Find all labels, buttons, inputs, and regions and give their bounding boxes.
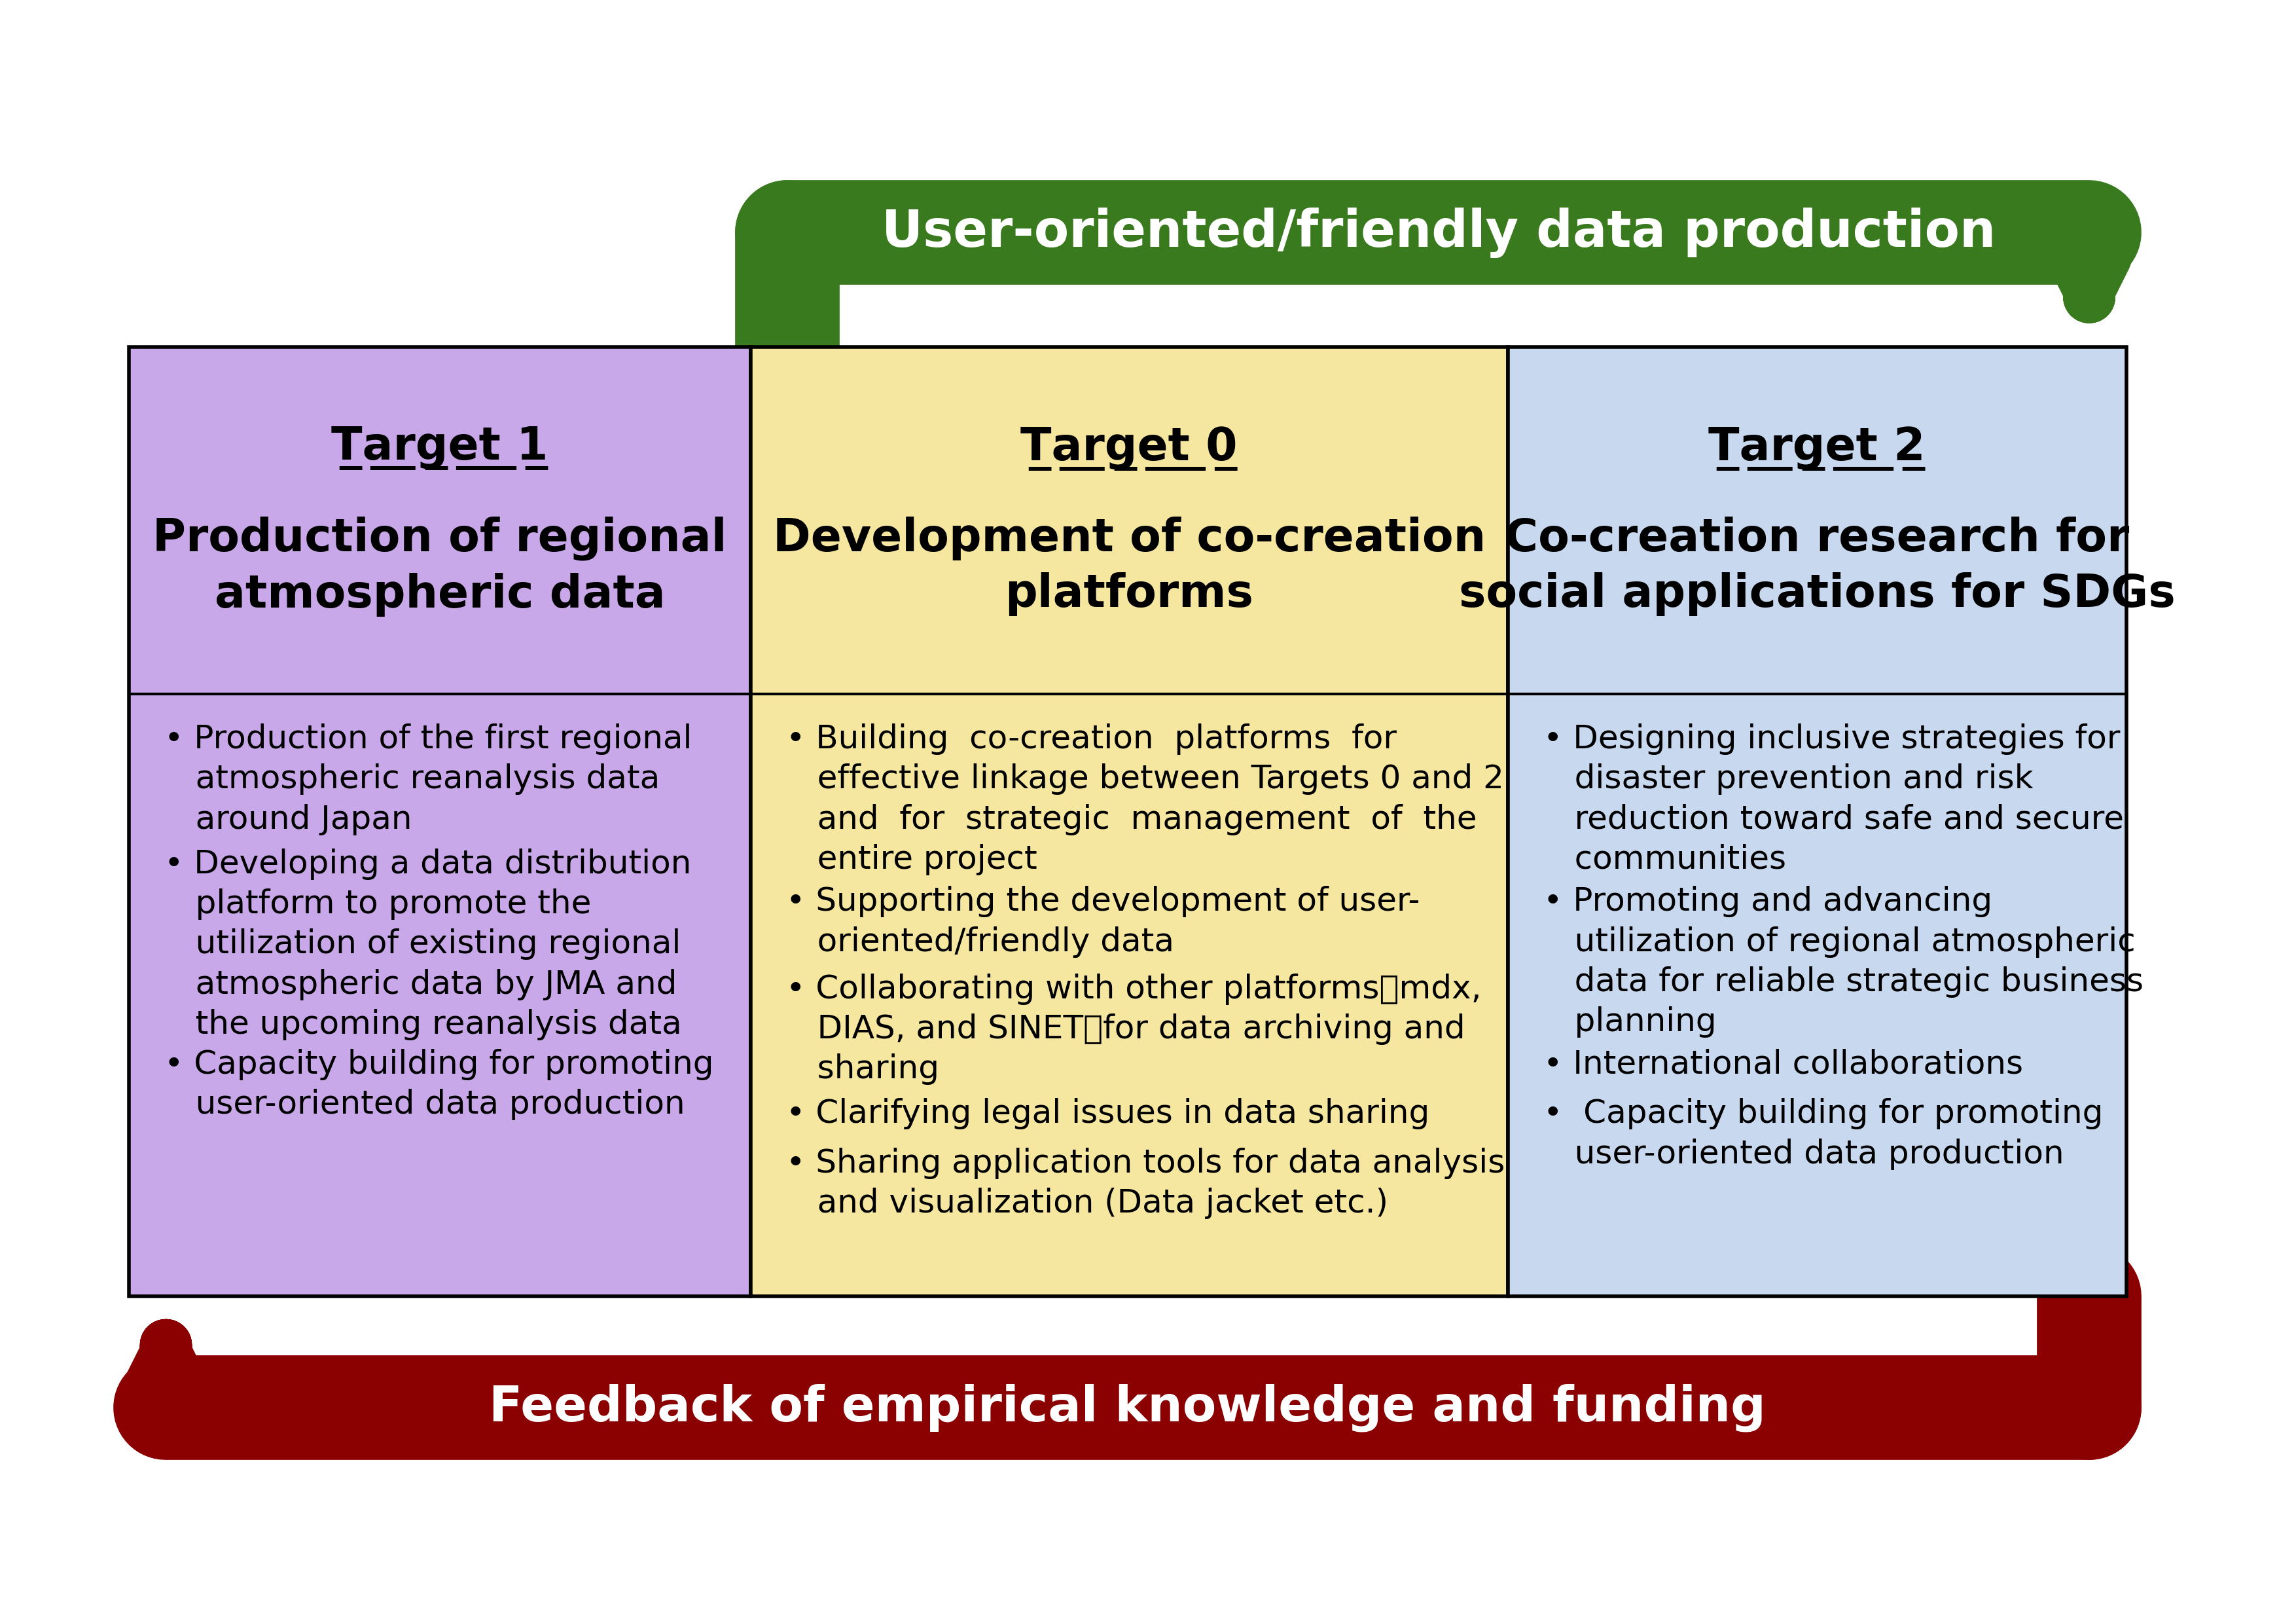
Text: T̲a̲r̲g̲e̲t̲ ̲1̲: T̲a̲r̲g̲e̲t̲ ̲1̲ (331, 427, 549, 471)
Text: Development of co-creation
platforms: Development of co-creation platforms (774, 516, 1486, 617)
Text: • International collaborations: • International collaborations (1543, 1048, 2023, 1081)
Text: • Collaborating with other platforms（mdx,
   DIAS, and SINET）for data archiving : • Collaborating with other platforms（mdx… (785, 974, 1481, 1084)
Text: Co-creation research for
social applications for SDGs: Co-creation research for social applicat… (1458, 516, 2174, 617)
Text: • Building  co-creation  platforms  for
   effective linkage between Targets 0 a: • Building co-creation platforms for eff… (785, 724, 1504, 875)
Text: •  Capacity building for promoting
   user-oriented data production: • Capacity building for promoting user-o… (1543, 1099, 2103, 1170)
Text: • Designing inclusive strategies for
   disaster prevention and risk
   reductio: • Designing inclusive strategies for dis… (1543, 724, 2124, 875)
Bar (129, 347, 751, 1297)
Text: • Developing a data distribution
   platform to promote the
   utilization of ex: • Developing a data distribution platfor… (165, 849, 691, 1040)
Text: • Production of the first regional
   atmospheric reanalysis data
   around Japa: • Production of the first regional atmos… (165, 724, 691, 836)
Text: • Sharing application tools for data analysis
   and visualization (Data jacket : • Sharing application tools for data ana… (785, 1147, 1504, 1219)
Text: T̲a̲r̲g̲e̲t̲ ̲2̲: T̲a̲r̲g̲e̲t̲ ̲2̲ (1708, 427, 1926, 471)
Bar (751, 347, 1508, 1297)
Text: Feedback of empirical knowledge and funding: Feedback of empirical knowledge and fund… (489, 1383, 1766, 1431)
Text: User-oriented/friendly data production: User-oriented/friendly data production (882, 208, 1995, 258)
Text: Production of regional
atmospheric data: Production of regional atmospheric data (152, 516, 728, 617)
Text: • Clarifying legal issues in data sharing: • Clarifying legal issues in data sharin… (785, 1099, 1430, 1130)
Text: T̲a̲r̲g̲e̲t̲ ̲0̲: T̲a̲r̲g̲e̲t̲ ̲0̲ (1022, 427, 1238, 471)
Bar (1508, 347, 2126, 1297)
Text: • Promoting and advancing
   utilization of regional atmospheric
   data for rel: • Promoting and advancing utilization of… (1543, 886, 2144, 1037)
Text: • Capacity building for promoting
   user-oriented data production: • Capacity building for promoting user-o… (165, 1048, 714, 1120)
Text: • Supporting the development of user-
   oriented/friendly data: • Supporting the development of user- or… (785, 886, 1419, 958)
